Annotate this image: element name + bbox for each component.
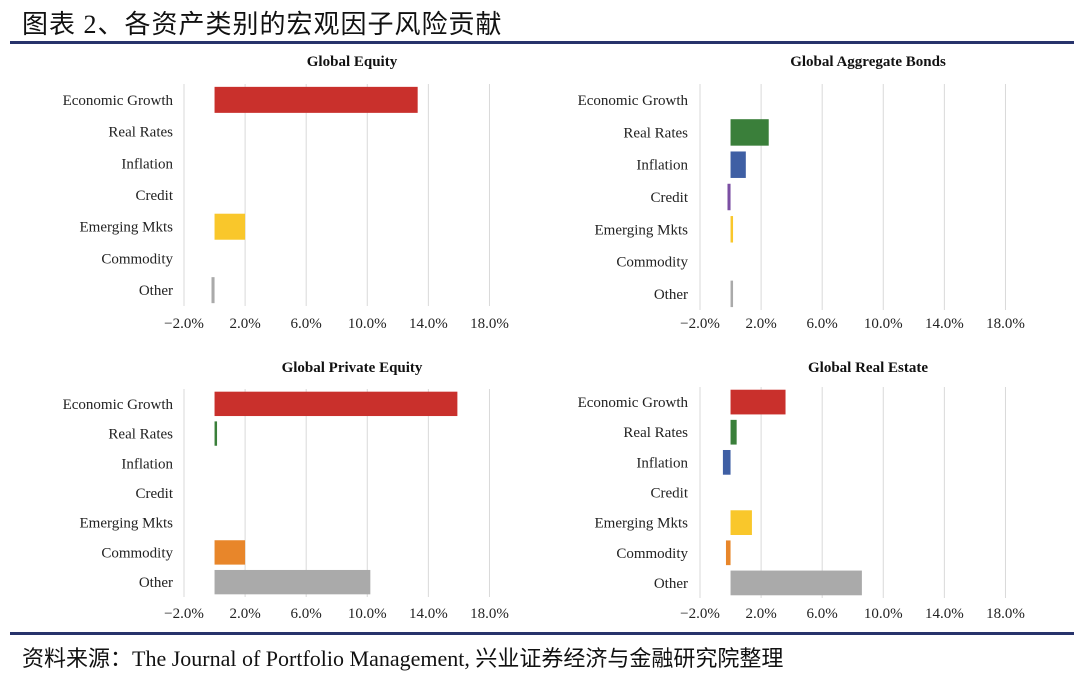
x-tick-label: −2.0% bbox=[164, 606, 204, 622]
x-tick-label: 14.0% bbox=[925, 606, 964, 622]
bar-commodity bbox=[214, 540, 246, 565]
chart-panel-global-real-estate: Global Real Estate −2.0% 2.0% 6.0% 10.0% 14.0… bbox=[578, 360, 1025, 622]
category-label-economic-growth: Economic Growth bbox=[578, 395, 689, 411]
category-label-real-rates: Real Rates bbox=[108, 427, 173, 443]
category-label-real-rates: Real Rates bbox=[623, 425, 688, 441]
x-tick-label: 6.0% bbox=[807, 316, 838, 332]
bar-commodity bbox=[725, 540, 731, 566]
x-tick-label: 10.0% bbox=[348, 316, 387, 332]
chart-title: Global Private Equity bbox=[282, 360, 423, 376]
category-label-emerging-mkts: Emerging Mkts bbox=[595, 222, 689, 238]
category-label-other: Other bbox=[139, 283, 173, 299]
source-note: 资料来源：The Journal of Portfolio Management… bbox=[22, 646, 784, 671]
x-tick-label: 10.0% bbox=[864, 316, 903, 332]
x-tick-label: 18.0% bbox=[470, 316, 509, 332]
chart-title: Global Equity bbox=[307, 54, 398, 70]
chart-title: Global Real Estate bbox=[808, 360, 928, 376]
category-label-credit: Credit bbox=[651, 190, 689, 206]
category-label-real-rates: Real Rates bbox=[623, 125, 688, 141]
x-tick-label: 18.0% bbox=[986, 316, 1025, 332]
x-tick-label: 18.0% bbox=[986, 606, 1025, 622]
category-label-inflation: Inflation bbox=[121, 456, 173, 472]
x-tick-label: 6.0% bbox=[807, 606, 838, 622]
bar-economic-growth bbox=[214, 86, 418, 113]
category-label-other: Other bbox=[654, 287, 688, 303]
x-tick-label: 10.0% bbox=[864, 606, 903, 622]
category-label-commodity: Commodity bbox=[101, 545, 173, 561]
x-tick-label: −2.0% bbox=[164, 316, 204, 332]
bar-emerging-mkts bbox=[730, 510, 752, 536]
bar-emerging-mkts bbox=[730, 216, 734, 243]
bar-economic-growth bbox=[730, 389, 786, 415]
x-tick-label: 2.0% bbox=[229, 316, 260, 332]
category-label-credit: Credit bbox=[651, 486, 689, 502]
category-label-emerging-mkts: Emerging Mkts bbox=[595, 516, 689, 532]
x-tick-label: 14.0% bbox=[409, 316, 448, 332]
x-tick-label: 2.0% bbox=[229, 606, 260, 622]
category-label-commodity: Commodity bbox=[101, 251, 173, 267]
bar-inflation bbox=[730, 151, 746, 178]
bar-other bbox=[211, 277, 215, 304]
category-label-credit: Credit bbox=[136, 188, 174, 204]
x-tick-label: 14.0% bbox=[925, 316, 964, 332]
x-tick-label: 6.0% bbox=[291, 316, 322, 332]
chart-panel-global-aggregate-bonds: Global Aggregate Bonds −2.0% 2.0% 6.0% 10.0%… bbox=[578, 54, 1025, 332]
top-rule bbox=[10, 41, 1074, 44]
bar-other bbox=[730, 570, 862, 596]
bar-real-rates bbox=[730, 119, 769, 146]
x-tick-label: 18.0% bbox=[470, 606, 509, 622]
bar-economic-growth bbox=[214, 391, 458, 417]
category-label-other: Other bbox=[654, 576, 688, 592]
bar-other bbox=[730, 280, 734, 308]
chart-panel-global-equity: Global Equity −2.0% 2.0% 6.0% 10.0% 14.0% 18.0… bbox=[63, 54, 509, 332]
figure-title: 图表 2、各资产类别的宏观因子风险贡献 bbox=[22, 10, 503, 39]
bar-emerging-mkts bbox=[214, 213, 246, 240]
chart-title: Global Aggregate Bonds bbox=[790, 54, 946, 70]
category-label-commodity: Commodity bbox=[616, 255, 688, 271]
x-tick-label: 6.0% bbox=[291, 606, 322, 622]
category-label-commodity: Commodity bbox=[616, 546, 688, 562]
category-label-other: Other bbox=[139, 575, 173, 591]
x-tick-label: −2.0% bbox=[680, 316, 720, 332]
bar-inflation bbox=[722, 449, 731, 475]
category-label-credit: Credit bbox=[136, 486, 174, 502]
category-label-inflation: Inflation bbox=[121, 156, 173, 172]
bar-real-rates bbox=[730, 419, 737, 445]
category-label-economic-growth: Economic Growth bbox=[63, 93, 174, 109]
category-label-economic-growth: Economic Growth bbox=[63, 397, 174, 413]
x-tick-label: 14.0% bbox=[409, 606, 448, 622]
category-label-emerging-mkts: Emerging Mkts bbox=[80, 516, 174, 532]
bar-other bbox=[214, 569, 371, 595]
bottom-rule bbox=[10, 632, 1074, 635]
category-label-inflation: Inflation bbox=[636, 455, 688, 471]
x-tick-label: 10.0% bbox=[348, 606, 387, 622]
x-tick-label: 2.0% bbox=[745, 606, 776, 622]
bar-real-rates bbox=[214, 421, 218, 446]
category-label-economic-growth: Economic Growth bbox=[578, 93, 689, 109]
x-tick-label: 2.0% bbox=[745, 316, 776, 332]
category-label-inflation: Inflation bbox=[636, 158, 688, 174]
category-label-emerging-mkts: Emerging Mkts bbox=[80, 220, 174, 236]
x-tick-label: −2.0% bbox=[680, 606, 720, 622]
category-label-real-rates: Real Rates bbox=[108, 125, 173, 141]
bar-credit bbox=[727, 183, 731, 211]
chart-panel-global-private-equity: Global Private Equity −2.0% 2.0% 6.0% 10.0% 1… bbox=[63, 360, 509, 622]
